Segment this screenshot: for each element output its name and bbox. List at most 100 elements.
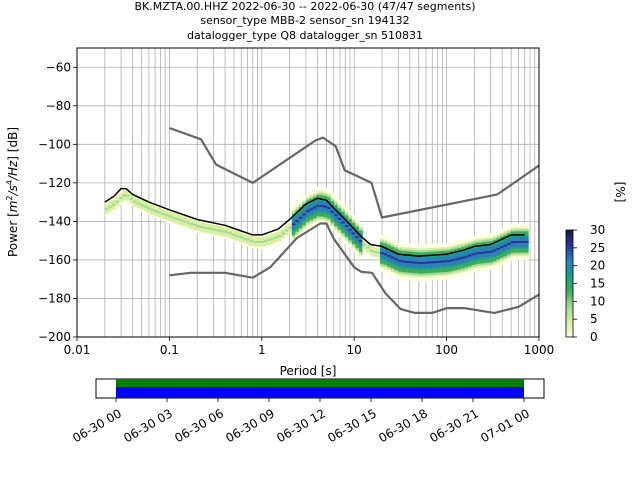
heatmap-cell (521, 258, 526, 261)
heatmap-cell (207, 225, 212, 228)
heatmap-cell (429, 245, 434, 248)
heatmap-cell (461, 246, 466, 250)
heatmap-cell (499, 228, 504, 231)
heatmap-cell (334, 196, 339, 200)
time-tick-label: 07-01 00 (478, 406, 532, 445)
heatmap-cell (457, 261, 462, 264)
heatmap-cell (422, 246, 427, 249)
heatmap-cell (267, 240, 272, 243)
heatmap-cell (298, 218, 303, 221)
heatmap-cell (383, 264, 388, 267)
heatmap-cell (323, 197, 328, 200)
heatmap-cell (510, 240, 515, 244)
heatmap-cell (394, 263, 399, 266)
heatmap-cell (397, 250, 402, 253)
heatmap-cell (249, 245, 254, 248)
heatmap-cell (440, 256, 445, 259)
heatmap-cell (397, 261, 402, 264)
heatmap-cell (383, 256, 388, 260)
heatmap-cell (380, 236, 385, 239)
y-tick-label: −180 (38, 291, 71, 305)
heatmap-cell (390, 260, 395, 263)
heatmap-cell (312, 206, 317, 209)
heatmap-cell (478, 253, 483, 256)
heatmap-cell (425, 247, 430, 251)
heatmap-cell (408, 268, 413, 271)
heatmap-cell (136, 203, 141, 207)
heatmap-cell (298, 224, 303, 227)
heatmap-cell (432, 257, 437, 260)
heatmap-cell (312, 217, 317, 221)
heatmap-cell (432, 255, 437, 258)
heatmap-cell (341, 234, 346, 237)
heatmap-cell (492, 251, 497, 254)
heatmap-cell (485, 258, 490, 261)
heatmap-cell (425, 272, 430, 276)
heatmap-cell (341, 207, 346, 210)
heatmap-cell (510, 252, 515, 255)
heatmap-cell (517, 252, 522, 255)
heatmap-cell (418, 269, 423, 272)
heatmap-cell (429, 278, 434, 281)
heatmap-cell (429, 266, 434, 270)
y-axis: −60−80−100−120−140−160−180−200 (38, 60, 77, 344)
heatmap-cell (440, 250, 445, 253)
heatmap-cell (524, 246, 529, 249)
heatmap-cell (390, 254, 395, 257)
heatmap-cell (351, 232, 356, 235)
heatmap-cell (471, 247, 476, 250)
heatmap-cell (471, 255, 476, 258)
heatmap-cell (348, 245, 353, 249)
heatmap-cell (475, 252, 480, 255)
heatmap-cell (510, 231, 515, 234)
heatmap-cell (249, 241, 254, 244)
heatmap-cell (316, 187, 321, 190)
time-tick-label: 06-30 00 (70, 406, 124, 445)
heatmap-cell (450, 274, 455, 277)
heatmap-cell (133, 204, 138, 207)
heatmap-cell (189, 224, 194, 227)
heatmap-cell (387, 241, 392, 244)
heatmap-cell (118, 198, 123, 201)
heatmap-cell (482, 253, 487, 256)
heatmap-cell (394, 242, 399, 245)
heatmap-cell (189, 220, 194, 223)
heatmap-cell (454, 244, 459, 247)
heatmap-cell (182, 216, 187, 219)
heatmap-cell (461, 264, 466, 267)
heatmap-cell (387, 239, 392, 242)
heatmap-cell (302, 199, 307, 202)
heatmap-cell (154, 209, 159, 213)
heatmap-cell (461, 273, 466, 277)
heatmap-cell (485, 245, 490, 248)
heatmap-cell (351, 249, 356, 252)
heatmap-cell (164, 219, 169, 222)
heatmap-cell (327, 210, 332, 213)
heatmap-cell (471, 264, 476, 267)
heatmap-cell (323, 188, 328, 191)
heatmap-cell (397, 248, 402, 251)
heatmap-cell (447, 275, 452, 278)
heatmap-cell (316, 192, 321, 196)
heatmap-cell (397, 267, 402, 270)
heatmap-cell (323, 213, 328, 216)
heatmap-cell (440, 268, 445, 271)
heatmap-cell (425, 257, 430, 260)
heatmap-cell (422, 265, 427, 268)
heatmap-cell (468, 271, 473, 274)
heatmap-cell (330, 193, 335, 196)
heatmap-cell (482, 257, 487, 260)
heatmap-cell (457, 241, 462, 245)
heatmap-cell (295, 227, 300, 230)
heatmap-cell (499, 259, 504, 262)
heatmap-cell (390, 273, 395, 276)
heatmap-cell (316, 208, 321, 211)
heatmap-cell (200, 223, 205, 227)
heatmap-cell (397, 269, 402, 272)
heatmap-cell (471, 249, 476, 252)
heatmap-cell (404, 275, 409, 279)
heatmap-cell (295, 229, 300, 232)
heatmap-cell (457, 272, 462, 275)
heatmap-cell (355, 243, 360, 246)
heatmap-cell (312, 223, 317, 226)
